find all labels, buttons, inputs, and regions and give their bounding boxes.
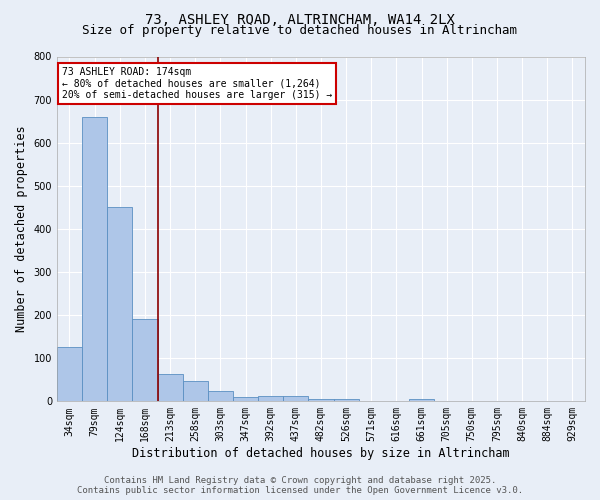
Text: Contains HM Land Registry data © Crown copyright and database right 2025.
Contai: Contains HM Land Registry data © Crown c…: [77, 476, 523, 495]
Bar: [57, 348, 82, 402]
Y-axis label: Number of detached properties: Number of detached properties: [15, 126, 28, 332]
Bar: [107, 208, 133, 402]
Text: 73, ASHLEY ROAD, ALTRINCHAM, WA14 2LX: 73, ASHLEY ROAD, ALTRINCHAM, WA14 2LX: [145, 12, 455, 26]
Bar: [82, 117, 107, 402]
Bar: [233, 397, 258, 402]
Bar: [258, 396, 283, 402]
X-axis label: Distribution of detached houses by size in Altrincham: Distribution of detached houses by size …: [132, 447, 510, 460]
Bar: [334, 399, 359, 402]
Bar: [133, 320, 158, 402]
Bar: [308, 399, 334, 402]
Bar: [182, 381, 208, 402]
Bar: [409, 399, 434, 402]
Bar: [208, 390, 233, 402]
Bar: [283, 396, 308, 402]
Bar: [158, 374, 182, 402]
Text: Size of property relative to detached houses in Altrincham: Size of property relative to detached ho…: [83, 24, 517, 37]
Text: 73 ASHLEY ROAD: 174sqm
← 80% of detached houses are smaller (1,264)
20% of semi-: 73 ASHLEY ROAD: 174sqm ← 80% of detached…: [62, 67, 332, 100]
